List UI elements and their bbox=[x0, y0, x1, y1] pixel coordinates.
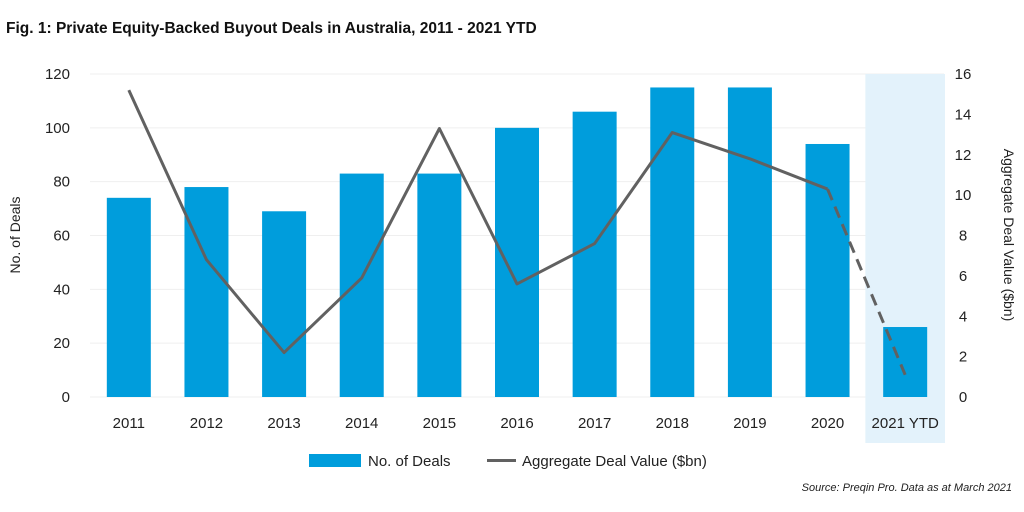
x-tick-label: 2020 bbox=[811, 415, 844, 432]
bar bbox=[106, 197, 151, 397]
y-tick-label: 100 bbox=[45, 120, 70, 137]
x-tick-label: 2014 bbox=[345, 415, 378, 432]
bar bbox=[417, 173, 462, 397]
x-tick-label: 2012 bbox=[190, 415, 223, 432]
bar bbox=[727, 87, 772, 397]
x-tick-label: 2011 bbox=[113, 415, 145, 432]
y-tick-label: 60 bbox=[53, 228, 70, 245]
x-tick-labels: 2011 2012 2013 2014 2015 2016 2017 2018 2019 2020… bbox=[113, 415, 939, 432]
x-tick-label: 2013 bbox=[267, 415, 300, 432]
y-tick-label: 120 bbox=[45, 66, 70, 83]
legend-label-value: Aggregate Deal Value ($bn) bbox=[522, 453, 707, 470]
y2-tick-label: 0 bbox=[959, 389, 967, 406]
source-note: Source: Preqin Pro. Data as at March 202… bbox=[801, 482, 1012, 494]
bar bbox=[572, 111, 617, 397]
bar bbox=[184, 187, 229, 397]
y-tick-label: 20 bbox=[53, 335, 70, 352]
x-tick-label: 2018 bbox=[656, 415, 689, 432]
y2-tick-label: 12 bbox=[955, 147, 972, 164]
y2-tick-label: 4 bbox=[959, 308, 967, 325]
y-tick-label: 40 bbox=[53, 281, 70, 298]
legend: No. of Deals Aggregate Deal Value ($bn) bbox=[309, 453, 707, 470]
y2-tick-label: 2 bbox=[959, 349, 967, 366]
legend-label-deals: No. of Deals bbox=[368, 453, 451, 470]
line-dashed-segment bbox=[826, 188, 907, 376]
y-tick-labels: 0 20 40 60 80 100 120 bbox=[45, 66, 70, 406]
y2-tick-label: 14 bbox=[955, 106, 972, 123]
bar bbox=[339, 173, 384, 397]
x-tick-label: 2016 bbox=[500, 415, 533, 432]
bar bbox=[805, 143, 850, 397]
y2-axis-label: Aggregate Deal Value ($bn) bbox=[1001, 149, 1017, 322]
bar bbox=[262, 211, 307, 397]
y-axis-label: No. of Deals bbox=[7, 196, 23, 273]
x-tick-label: 2015 bbox=[423, 415, 456, 432]
bar bbox=[495, 127, 539, 397]
y2-tick-label: 8 bbox=[959, 228, 967, 245]
x-tick-label: 2017 bbox=[578, 415, 611, 432]
bar-series bbox=[106, 87, 928, 397]
y-tick-label: 80 bbox=[53, 174, 70, 191]
line-path bbox=[127, 89, 829, 355]
chart-title: Fig. 1: Private Equity-Backed Buyout Dea… bbox=[6, 20, 537, 37]
y2-tick-label: 16 bbox=[955, 66, 972, 83]
legend-swatch-deals bbox=[309, 454, 361, 467]
y2-tick-label: 10 bbox=[955, 187, 972, 204]
y2-tick-label: 6 bbox=[959, 268, 967, 285]
y2-tick-labels: 0 2 4 6 8 10 12 14 16 bbox=[955, 66, 972, 406]
y-tick-label: 0 bbox=[62, 389, 70, 406]
x-tick-label: 2021 YTD bbox=[872, 415, 939, 432]
line-series bbox=[127, 89, 907, 376]
x-tick-label: 2019 bbox=[733, 415, 766, 432]
